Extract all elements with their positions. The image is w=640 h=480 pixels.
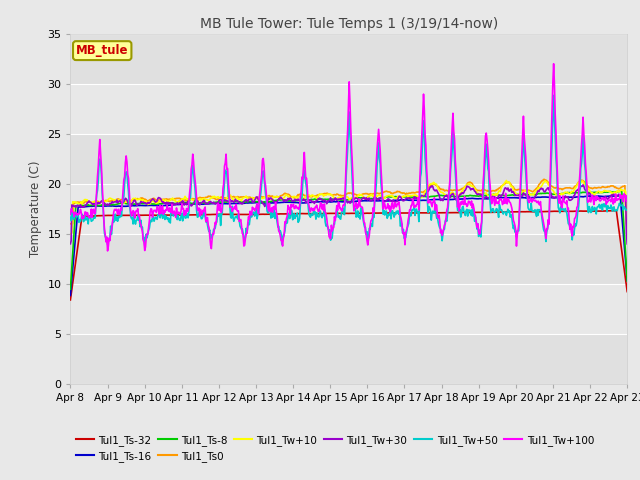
Bar [70, 234, 627, 284]
Bar [70, 334, 627, 384]
Title: MB Tule Tower: Tule Temps 1 (3/19/14-now): MB Tule Tower: Tule Temps 1 (3/19/14-now… [200, 17, 498, 31]
Bar [70, 284, 627, 334]
Y-axis label: Temperature (C): Temperature (C) [29, 160, 42, 257]
Text: MB_tule: MB_tule [76, 44, 129, 57]
Legend: Tul1_Ts-32, Tul1_Ts-16, Tul1_Ts-8, Tul1_Ts0, Tul1_Tw+10, Tul1_Tw+30, Tul1_Tw+50,: Tul1_Ts-32, Tul1_Ts-16, Tul1_Ts-8, Tul1_… [76, 435, 594, 462]
Bar [70, 184, 627, 234]
Bar [70, 34, 627, 84]
Bar [70, 134, 627, 184]
Bar [70, 84, 627, 134]
